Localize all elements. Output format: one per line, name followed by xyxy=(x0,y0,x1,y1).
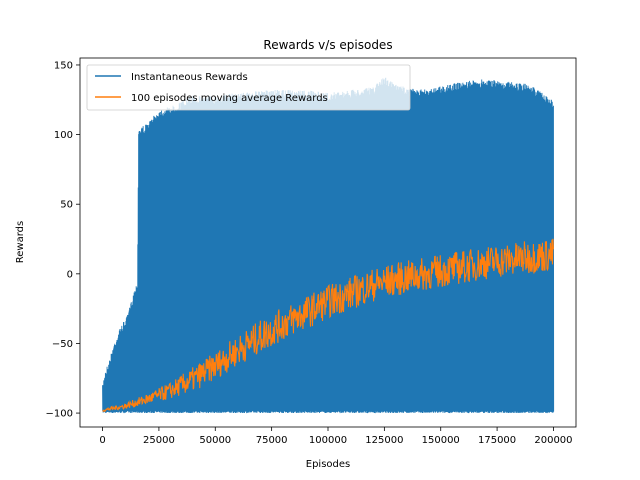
x-tick-label: 25000 xyxy=(143,435,175,446)
legend-box xyxy=(86,64,411,111)
y-axis: −100 −50 0 50 100 150 xyxy=(46,60,80,420)
chart-title: Rewards v/s episodes xyxy=(263,38,392,52)
y-tick-label: −50 xyxy=(52,339,73,350)
y-tick-label: 50 xyxy=(60,200,73,211)
x-tick-label: 150000 xyxy=(422,435,460,446)
y-tick-label: 0 xyxy=(67,269,73,280)
series-instantaneous-rewards xyxy=(102,77,555,414)
x-axis-title: Episodes xyxy=(306,459,350,470)
x-tick-label: 200000 xyxy=(534,435,572,446)
x-tick-label: 0 xyxy=(99,435,105,446)
y-axis-title: Rewards xyxy=(15,221,26,263)
plot-area xyxy=(102,77,555,414)
y-tick-label: 150 xyxy=(54,60,73,71)
x-tick-label: 50000 xyxy=(199,435,231,446)
x-tick-label: 75000 xyxy=(256,435,288,446)
legend-label-instantaneous: Instantaneous Rewards xyxy=(131,72,248,83)
y-tick-label: −100 xyxy=(46,409,73,420)
x-tick-label: 100000 xyxy=(309,435,347,446)
x-tick-label: 125000 xyxy=(365,435,403,446)
series-moving-average-rewards xyxy=(102,238,554,412)
legend: Instantaneous Rewards 100 episodes movin… xyxy=(86,64,411,111)
legend-label-moving-average: 100 episodes moving average Rewards xyxy=(131,93,328,104)
x-axis: 0 25000 50000 75000 100000 125000 150000 175000… xyxy=(99,427,573,446)
x-tick-label: 175000 xyxy=(478,435,516,446)
y-tick-label: 100 xyxy=(54,130,73,141)
